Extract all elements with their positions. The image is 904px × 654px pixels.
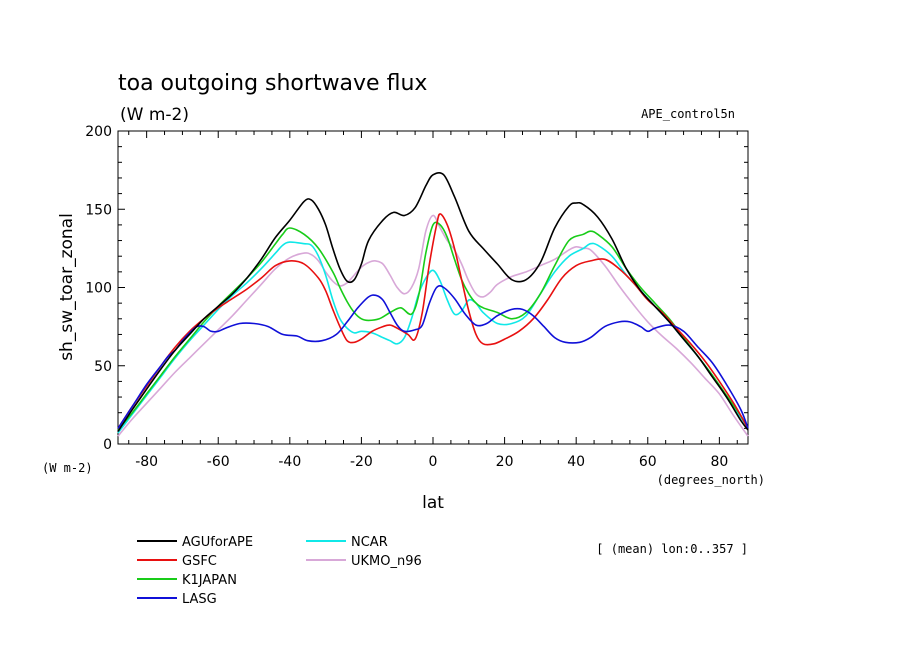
run-label: APE_control5n [641,107,735,121]
y-tick-label: 200 [85,124,112,140]
y-unit-label: (W m-2) [42,461,93,475]
plot-frame [117,130,749,445]
series-line-gsfc [117,213,749,429]
x-tick-label: -20 [350,454,373,470]
x-tick-label: -80 [135,454,158,470]
axis-ticks: -80 -60 -40 -20 0 20 40 60 80 0 50 100 150 200 [85,124,748,470]
legend-label: K1JAPAN [182,573,237,588]
series-line-ukmo_n96 [117,214,749,437]
y-axis-label: sh_sw_toar_zonal [57,213,77,361]
x-tick-label: 80 [710,454,728,470]
x-unit-label: (degrees_north) [657,473,765,487]
chart-title: toa outgoing shortwave flux [118,71,427,96]
y-tick-label: 100 [85,281,112,297]
x-tick-label: -40 [278,454,301,470]
series-line-k1japan [117,221,749,431]
legend-label: AGUforAPE [182,535,253,550]
series-line-aguforape [117,171,749,432]
series-line-lasg [117,285,749,429]
mean-note: [ (mean) lon:0..357 ] [596,542,748,556]
x-tick-label: 40 [567,454,585,470]
legend: AGUforAPE GSFC K1JAPAN LASG NCAR UKMO_n96 [137,535,422,607]
x-tick-label: 0 [429,454,438,470]
y-tick-label: 150 [85,202,112,218]
y-tick-label: 50 [94,359,112,375]
x-tick-label: 60 [639,454,657,470]
legend-label: GSFC [182,554,217,569]
x-axis-label: lat [422,493,444,513]
legend-label: LASG [182,592,217,607]
y-tick-label: 0 [103,437,112,453]
chart-subtitle: (W m-2) [120,105,189,125]
legend-label: UKMO_n96 [351,554,422,569]
series-line-ncar [117,241,749,434]
x-tick-label: -60 [207,454,230,470]
legend-label: NCAR [351,535,388,550]
x-tick-label: 20 [496,454,514,470]
series-layer [117,171,749,437]
